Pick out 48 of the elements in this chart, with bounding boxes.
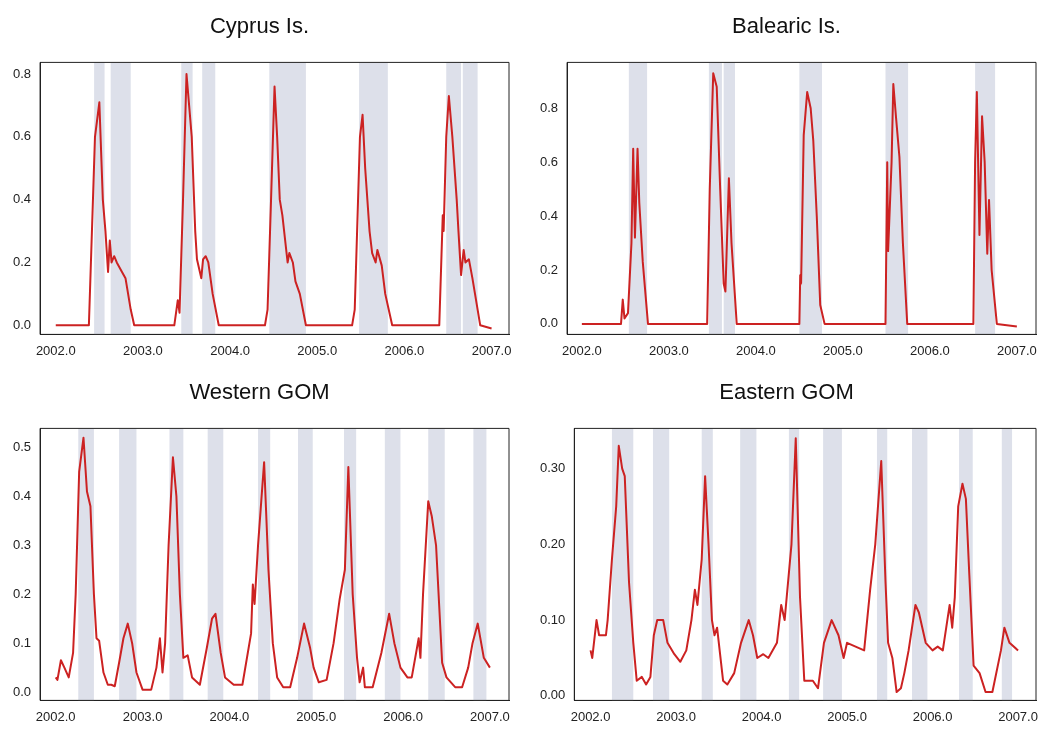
x-tick-label: 2002.0 [570, 708, 611, 724]
x-tick-label: 2004.0 [210, 342, 250, 358]
x-tick-label: 2003.0 [123, 342, 163, 358]
x-tick-label: 2007.0 [996, 342, 1037, 358]
x-tick-label: 2005.0 [297, 342, 338, 358]
x-tick-label: 2004.0 [209, 708, 250, 724]
y-tick-label: 0.10 [539, 611, 566, 627]
x-tick-label: 2005.0 [296, 708, 337, 724]
y-tick-label: 0.20 [539, 535, 566, 551]
y-tick-label: 0.2 [12, 254, 32, 270]
y-tick-label: 0.0 [12, 683, 32, 699]
x-tick-label: 2005.0 [822, 342, 863, 358]
x-tick-label: 2002.0 [35, 708, 76, 724]
y-tick-label: 0.6 [539, 153, 559, 169]
chart-title: Cyprus Is. [209, 13, 310, 39]
x-tick-label: 2005.0 [827, 708, 867, 724]
x-tick-label: 2006.0 [912, 708, 953, 724]
y-tick-label: 0.30 [539, 460, 566, 476]
chart-title: Western GOM [189, 379, 330, 405]
x-tick-label: 2006.0 [909, 342, 950, 358]
x-tick-label: 2003.0 [656, 708, 696, 724]
x-tick-label: 2007.0 [998, 708, 1038, 724]
y-tick-label: 0.0 [12, 316, 32, 332]
y-tick-label: 0.8 [539, 99, 559, 115]
y-tick-label: 0.4 [12, 191, 32, 207]
y-tick-label: 0.00 [539, 687, 566, 703]
x-tick-label: 2003.0 [648, 342, 689, 358]
y-tick-label: 0.4 [539, 207, 559, 223]
x-tick-label: 2007.0 [470, 708, 510, 724]
y-tick-label: 0.5 [12, 439, 32, 455]
chart-title: Eastern GOM [719, 379, 854, 405]
y-tick-label: 0.6 [12, 128, 32, 144]
x-tick-label: 2002.0 [35, 342, 76, 358]
y-tick-label: 0.1 [12, 634, 32, 650]
x-tick-label: 2002.0 [561, 342, 602, 358]
y-tick-label: 0.2 [12, 585, 32, 601]
x-tick-label: 2004.0 [735, 342, 776, 358]
y-tick-label: 0.4 [12, 487, 32, 503]
x-tick-label: 2006.0 [384, 342, 425, 358]
chart-title: Balearic Is. [732, 13, 841, 39]
y-tick-label: 0.0 [539, 315, 559, 331]
x-tick-label: 2004.0 [741, 708, 782, 724]
y-tick-label: 0.2 [539, 261, 559, 277]
x-tick-label: 2006.0 [383, 708, 423, 724]
x-tick-label: 2003.0 [122, 708, 163, 724]
y-tick-label: 0.3 [12, 536, 32, 552]
y-tick-label: 0.8 [12, 65, 32, 81]
x-tick-label: 2007.0 [471, 342, 512, 358]
